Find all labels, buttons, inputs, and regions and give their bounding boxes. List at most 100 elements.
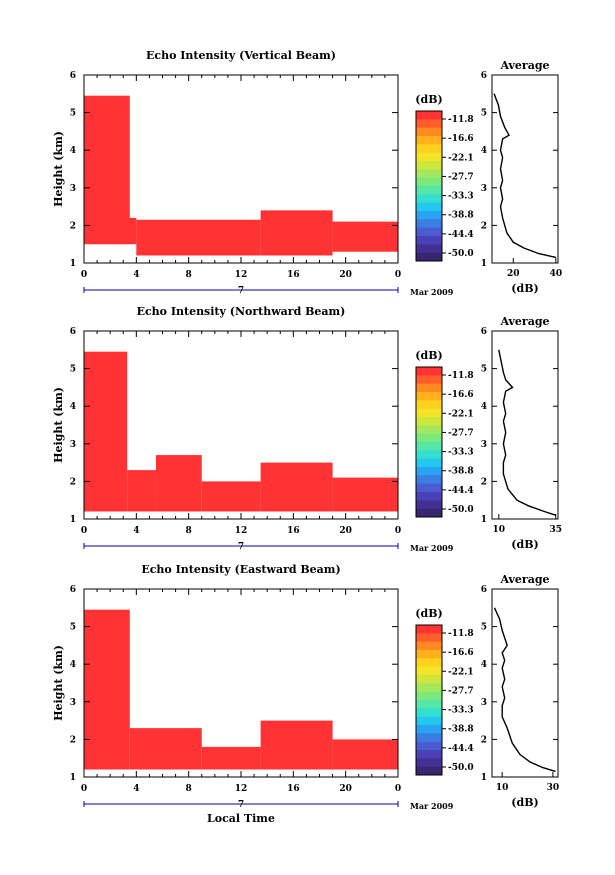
- y-tick-label: 4: [70, 402, 76, 412]
- chart-title: Echo Intensity (Vertical Beam): [146, 49, 336, 62]
- colorbar-segment: [416, 383, 442, 393]
- x-tick-label: 20: [339, 784, 352, 794]
- colorbar-segment: [416, 750, 442, 759]
- echo-cell: [90, 217, 137, 245]
- y-tick-label: 2: [70, 477, 76, 487]
- colorbar-label: -27.7: [448, 172, 474, 182]
- y-tick-label: 6: [70, 585, 76, 595]
- profile-y-tick-label: 6: [481, 585, 487, 595]
- profile-y-tick-label: 5: [481, 109, 487, 119]
- profile-y-tick-label: 1: [481, 773, 487, 783]
- colorbar-unit: (dB): [415, 93, 442, 106]
- x-tick-label: 0: [395, 270, 401, 280]
- y-tick-label: 5: [70, 109, 76, 119]
- x-tick-label: 20: [339, 270, 352, 280]
- chart-title: Echo Intensity (Northward Beam): [137, 305, 346, 318]
- y-tick-label: 1: [70, 515, 76, 525]
- echo-cell: [155, 455, 202, 512]
- echo-cell: [201, 481, 261, 512]
- y-tick-label: 2: [70, 221, 76, 231]
- colorbar-label: -38.8: [448, 725, 474, 735]
- x-tick-label: 4: [133, 270, 139, 280]
- profile-line: [493, 607, 556, 773]
- chart-title: Echo Intensity (Eastward Beam): [141, 563, 340, 576]
- x-tick-label: 16: [287, 784, 300, 794]
- echo-cell: [332, 477, 398, 512]
- profile-y-tick-label: 2: [481, 221, 487, 231]
- colorbar-segment: [416, 400, 442, 410]
- colorbar-segment: [416, 691, 442, 701]
- profile-x-axis-label: (dB): [511, 538, 538, 551]
- colorbar-segment: [416, 458, 442, 468]
- date-label: 7: [238, 800, 244, 810]
- colorbar-segment: [416, 450, 442, 460]
- colorbar-segment: [416, 177, 442, 187]
- colorbar-label: -27.7: [448, 686, 474, 696]
- colorbar-label: -16.6: [448, 648, 474, 658]
- colorbar-segment: [416, 211, 442, 220]
- colorbar-unit: (dB): [415, 349, 442, 362]
- profile-title: Average: [499, 573, 549, 586]
- x-tick-label: 0: [81, 270, 87, 280]
- profile-y-tick-label: 2: [481, 477, 487, 487]
- colorbar-label: -11.8: [448, 371, 474, 381]
- profile-y-tick-label: 5: [481, 365, 487, 375]
- x-tick-label: 0: [395, 784, 401, 794]
- x-tick-label: 12: [235, 270, 248, 280]
- echo-cell: [129, 728, 202, 770]
- y-tick-label: 5: [70, 365, 76, 375]
- x-tick-label: 16: [287, 270, 300, 280]
- x-tick-label: 16: [287, 526, 300, 536]
- echo-cell: [332, 739, 398, 770]
- echo-cell: [84, 351, 128, 512]
- colorbar-segment: [416, 392, 442, 401]
- colorbar-label: -44.4: [448, 486, 474, 496]
- colorbar-label: -50.0: [448, 249, 474, 259]
- x-tick-label: 12: [235, 784, 248, 794]
- profile-x-tick-label: 20: [507, 269, 520, 279]
- profile-line: [493, 93, 557, 259]
- y-tick-label: 1: [70, 259, 76, 269]
- x-axis-label: Local Time: [207, 812, 275, 825]
- profile-frame: [491, 588, 559, 778]
- colorbar-frame: [415, 624, 443, 776]
- colorbar-segment: [416, 733, 442, 743]
- y-tick-label: 4: [70, 146, 76, 156]
- echo-cell: [201, 746, 261, 770]
- colorbar-segment: [416, 186, 442, 195]
- colorbar-segment: [416, 136, 442, 145]
- colorbar-label: -50.0: [448, 763, 474, 773]
- y-tick-label: 6: [70, 327, 76, 337]
- x-tick-label: 4: [133, 784, 139, 794]
- profile-frame: [491, 330, 559, 520]
- profile-x-axis-label: (dB): [511, 796, 538, 809]
- colorbar-segment: [416, 658, 442, 668]
- profile-y-tick-label: 6: [481, 327, 487, 337]
- colorbar-segment: [416, 127, 442, 137]
- colorbar-label: -44.4: [448, 230, 474, 240]
- colorbar-segment: [416, 625, 442, 634]
- colorbar-segment: [416, 152, 442, 162]
- y-tick-label: 1: [70, 773, 76, 783]
- colorbar-segment: [416, 716, 442, 726]
- colorbar-segment: [416, 442, 442, 451]
- colorbar-frame: [415, 110, 443, 262]
- colorbar-label: -22.1: [448, 153, 474, 163]
- month-year-label: Mar 2009: [410, 801, 454, 811]
- profile-y-tick-label: 4: [481, 660, 487, 670]
- colorbar-label: -33.3: [448, 448, 474, 458]
- colorbar-label: -22.1: [448, 409, 474, 419]
- x-tick-label: 0: [81, 784, 87, 794]
- y-tick-label: 3: [70, 440, 76, 450]
- date-label: 7: [238, 286, 244, 296]
- colorbar-segment: [416, 633, 442, 643]
- panel-2: Echo Intensity (Northward Beam)0 4 8 12 16 20…: [52, 305, 562, 553]
- profile-x-tick-label: 10: [493, 525, 506, 535]
- profile-y-tick-label: 6: [481, 71, 487, 81]
- colorbar-segment: [416, 425, 442, 435]
- month-year-label: Mar 2009: [410, 287, 454, 297]
- profile-y-tick-label: 3: [481, 440, 487, 450]
- profile-title: Average: [499, 315, 549, 328]
- echo-cell: [332, 221, 398, 252]
- colorbar-segment: [416, 708, 442, 718]
